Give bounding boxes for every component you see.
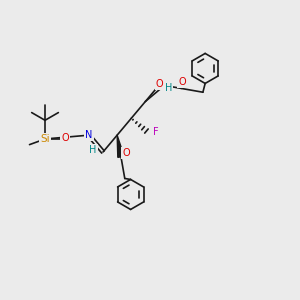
Text: F: F xyxy=(153,128,159,137)
Polygon shape xyxy=(117,135,124,158)
Text: N: N xyxy=(85,130,92,140)
Text: Si: Si xyxy=(40,134,50,144)
Text: H: H xyxy=(165,83,172,93)
Text: H: H xyxy=(89,145,97,155)
Text: O: O xyxy=(178,77,186,87)
Text: O: O xyxy=(122,148,130,158)
Text: O: O xyxy=(156,80,164,89)
Text: O: O xyxy=(61,133,69,143)
